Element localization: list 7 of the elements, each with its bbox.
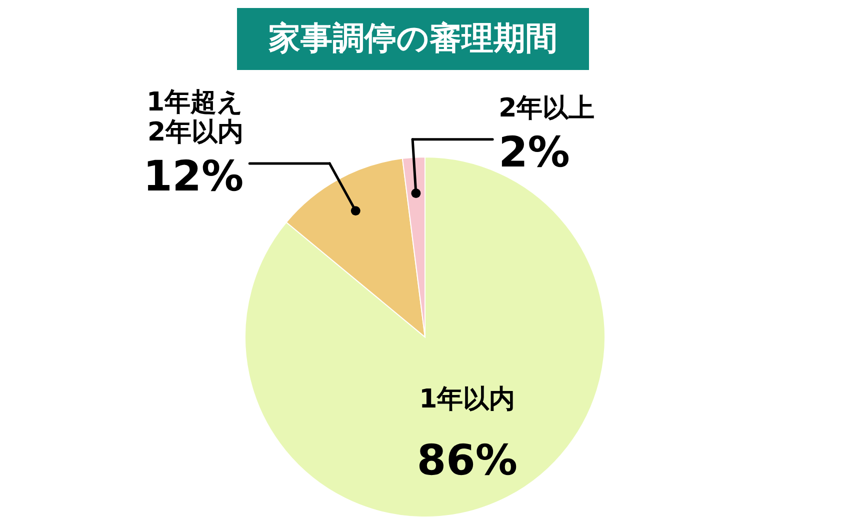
data-label: 12%	[143, 151, 244, 200]
data-label: 2%	[498, 127, 570, 176]
slice-label: 1年超え 2年以内	[146, 87, 244, 148]
data-label: 86%	[416, 436, 518, 485]
slice-label: 2年以上	[498, 93, 595, 124]
slice-label: 1年以内	[419, 384, 516, 415]
chart-title: 家事調停の審理期間	[268, 19, 558, 57]
